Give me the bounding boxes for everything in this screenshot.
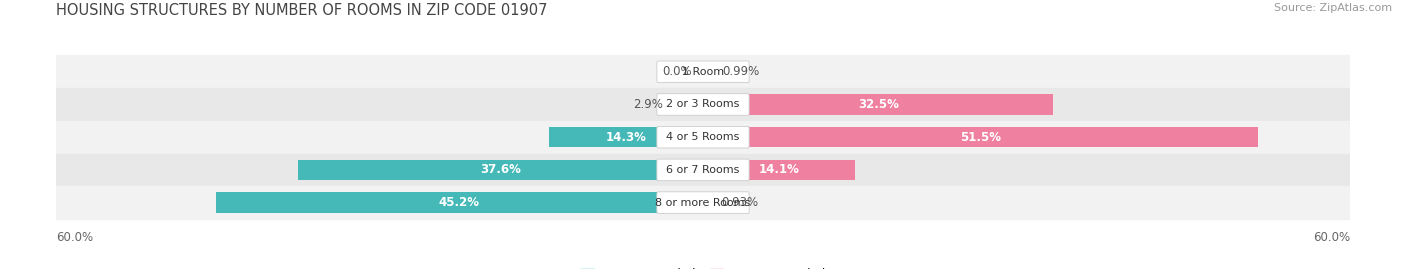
Text: 14.3%: 14.3% — [606, 131, 647, 144]
Bar — [672, 94, 703, 115]
Text: 37.6%: 37.6% — [479, 163, 520, 176]
FancyBboxPatch shape — [657, 94, 749, 115]
Text: 60.0%: 60.0% — [56, 231, 93, 244]
Text: 0.0%: 0.0% — [662, 65, 692, 78]
Bar — [548, 127, 703, 147]
Legend: Owner-occupied, Renter-occupied: Owner-occupied, Renter-occupied — [575, 263, 831, 269]
Text: 51.5%: 51.5% — [960, 131, 1001, 144]
Bar — [703, 94, 1053, 115]
Bar — [56, 55, 1350, 88]
Text: 0.99%: 0.99% — [723, 65, 759, 78]
Text: Source: ZipAtlas.com: Source: ZipAtlas.com — [1274, 3, 1392, 13]
Bar — [703, 127, 1258, 147]
Text: 4 or 5 Rooms: 4 or 5 Rooms — [666, 132, 740, 142]
Text: 32.5%: 32.5% — [858, 98, 898, 111]
FancyBboxPatch shape — [657, 159, 749, 181]
Bar — [56, 121, 1350, 154]
Text: 60.0%: 60.0% — [1313, 231, 1350, 244]
Bar — [215, 192, 703, 213]
Bar — [703, 62, 714, 82]
Bar — [56, 186, 1350, 219]
Text: 2 or 3 Rooms: 2 or 3 Rooms — [666, 100, 740, 109]
Text: 6 or 7 Rooms: 6 or 7 Rooms — [666, 165, 740, 175]
Text: 8 or more Rooms: 8 or more Rooms — [655, 198, 751, 208]
Bar — [703, 192, 713, 213]
Text: 45.2%: 45.2% — [439, 196, 479, 209]
Text: 2.9%: 2.9% — [633, 98, 664, 111]
Text: 0.93%: 0.93% — [721, 196, 759, 209]
Bar — [56, 154, 1350, 186]
FancyBboxPatch shape — [657, 192, 749, 213]
Bar — [56, 88, 1350, 121]
FancyBboxPatch shape — [657, 61, 749, 83]
Bar — [703, 160, 855, 180]
Bar — [298, 160, 703, 180]
Text: 14.1%: 14.1% — [759, 163, 800, 176]
FancyBboxPatch shape — [657, 126, 749, 148]
Text: HOUSING STRUCTURES BY NUMBER OF ROOMS IN ZIP CODE 01907: HOUSING STRUCTURES BY NUMBER OF ROOMS IN… — [56, 3, 548, 18]
Text: 1 Room: 1 Room — [682, 67, 724, 77]
